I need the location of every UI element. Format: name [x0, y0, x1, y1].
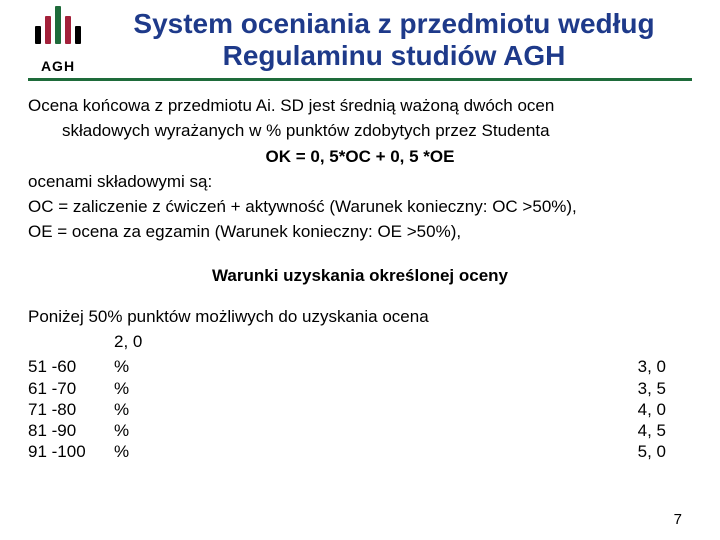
grade-value: 5, 0 — [638, 441, 692, 462]
slide: AGH System oceniania z przedmiotu według… — [0, 0, 720, 540]
grade-row: 81 -90 % 4, 5 — [28, 420, 692, 441]
grade-pct: % — [114, 378, 138, 399]
grade-row: 61 -70 % 3, 5 — [28, 378, 692, 399]
logo-bars-icon — [35, 6, 81, 44]
grade-pct: % — [114, 441, 138, 462]
subhead: Warunki uzyskania określonej oceny — [28, 265, 692, 286]
grade-range: 51 -60 — [28, 356, 114, 377]
page-number: 7 — [674, 511, 682, 528]
grade-pct: % — [114, 399, 138, 420]
grade-value: 3, 5 — [638, 378, 692, 399]
grade-range: 61 -70 — [28, 378, 114, 399]
page-title: System oceniania z przedmiotu według Reg… — [96, 8, 692, 72]
header: AGH System oceniania z przedmiotu według… — [28, 6, 692, 81]
intro-line5: OE = ocena za egzamin (Warunek konieczny… — [28, 221, 692, 242]
grade-pct: % — [114, 420, 138, 441]
grade-row: 71 -80 % 4, 0 — [28, 399, 692, 420]
grade-value: 4, 0 — [638, 399, 692, 420]
intro-line1: Ocena końcowa z przedmiotu Ai. SD jest ś… — [28, 95, 692, 116]
grade-row: 51 -60 % 3, 0 — [28, 356, 692, 377]
intro-line2: składowych wyrażanych w % punktów zdobyt… — [28, 120, 692, 141]
grade-value: 3, 0 — [638, 356, 692, 377]
grade-row: 91 -100 % 5, 0 — [28, 441, 692, 462]
grade-value: 4, 5 — [638, 420, 692, 441]
agh-logo: AGH — [28, 6, 88, 74]
below-text: Poniżej 50% punktów możliwych do uzyskan… — [28, 306, 692, 327]
below-grade: 2, 0 — [28, 331, 692, 352]
grade-range: 71 -80 — [28, 399, 114, 420]
grades-block: Poniżej 50% punktów możliwych do uzyskan… — [28, 306, 692, 463]
intro-line3: ocenami składowymi są: — [28, 171, 692, 192]
grade-range: 81 -90 — [28, 420, 114, 441]
intro-block: Ocena końcowa z przedmiotu Ai. SD jest ś… — [28, 95, 692, 243]
grade-pct: % — [114, 356, 138, 377]
logo-text: AGH — [41, 58, 75, 74]
body: Ocena końcowa z przedmiotu Ai. SD jest ś… — [28, 95, 692, 463]
intro-formula: OK = 0, 5*OC + 0, 5 *OE — [28, 146, 692, 167]
grade-range: 91 -100 — [28, 441, 114, 462]
intro-line4: OC = zaliczenie z ćwiczeń + aktywność (W… — [28, 196, 692, 217]
